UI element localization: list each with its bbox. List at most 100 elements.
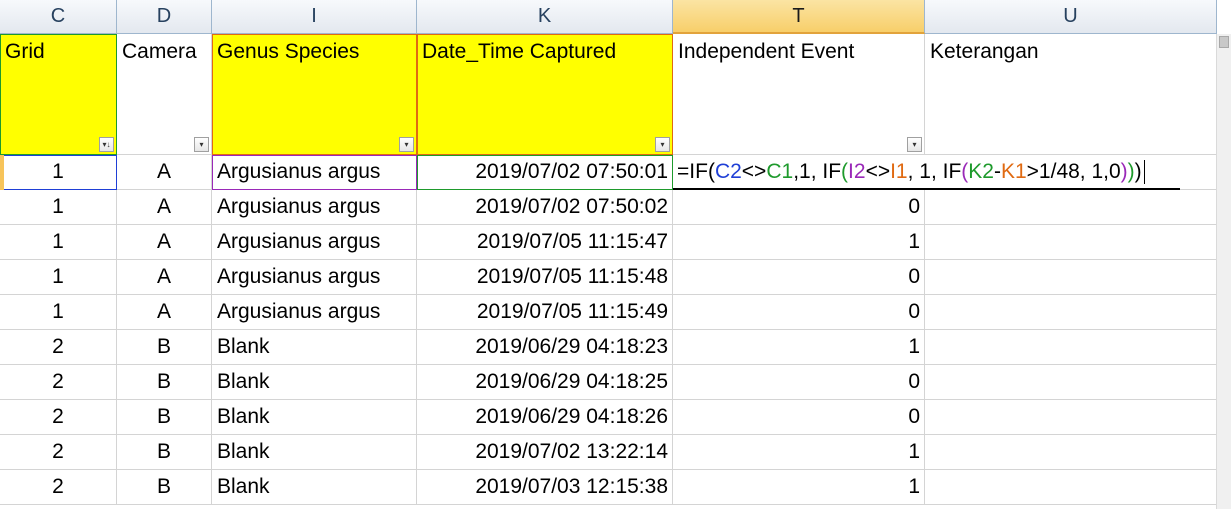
cell-camera[interactable]: A (117, 190, 212, 225)
header-label: Grid (5, 40, 45, 63)
cell-datetime[interactable]: 2019/07/05 11:15:47 (417, 225, 673, 260)
cell-note[interactable] (925, 225, 1217, 260)
formula-token: I2 (848, 159, 866, 183)
active-row-indicator (0, 155, 4, 190)
cell-datetime[interactable]: 2019/07/02 13:22:14 (417, 435, 673, 470)
cell-camera[interactable]: B (117, 330, 212, 365)
formula-token: K2 (968, 159, 994, 183)
formula-token: ,1, IF (793, 159, 842, 183)
cell-grid[interactable]: 2 (0, 365, 117, 400)
cell-note[interactable] (925, 435, 1217, 470)
cell-event[interactable]: 1 (673, 435, 925, 470)
formula-token: ) (1120, 159, 1128, 183)
formula-token: I1 (890, 159, 908, 183)
cell-datetime[interactable]: 2019/07/02 07:50:02 (417, 190, 673, 225)
cell-camera[interactable]: B (117, 400, 212, 435)
header-cell-keterangan[interactable]: Keterangan (925, 34, 1217, 155)
formula-token: ) (1127, 159, 1135, 183)
cell-grid[interactable]: 2 (0, 470, 117, 505)
column-header-d[interactable]: D (117, 0, 212, 34)
dropdown-arrow-icon[interactable]: ▾ (907, 137, 922, 152)
cell-grid[interactable]: 1 (0, 295, 117, 330)
cell-species[interactable]: Argusianus argus (212, 155, 417, 190)
cell-datetime[interactable]: 2019/06/29 04:18:26 (417, 400, 673, 435)
cell-grid[interactable]: 1 (0, 225, 117, 260)
cell-note[interactable] (925, 400, 1217, 435)
column-header-i[interactable]: I (212, 0, 417, 34)
header-cell-independent-event[interactable]: Independent Event ▾ (673, 34, 925, 155)
cell-datetime[interactable]: 2019/07/05 11:15:48 (417, 260, 673, 295)
header-cell-date-time-captured[interactable]: Date_Time Captured ▾ (417, 34, 673, 155)
formula-token: C1 (766, 159, 794, 183)
scrollbar-thumb[interactable] (1219, 36, 1229, 48)
header-label: Independent Event (678, 40, 855, 63)
cell-species[interactable]: Argusianus argus (212, 190, 417, 225)
cell-camera[interactable]: B (117, 435, 212, 470)
vertical-scrollbar[interactable] (1216, 34, 1231, 509)
cell-event[interactable]: 0 (673, 260, 925, 295)
dropdown-arrow-icon[interactable]: ▾ (194, 137, 209, 152)
cell-species[interactable]: Argusianus argus (212, 225, 417, 260)
cell-species[interactable]: Argusianus argus (212, 295, 417, 330)
cell-event[interactable]: 0 (673, 400, 925, 435)
cell-species[interactable]: Blank (212, 400, 417, 435)
cell-note[interactable] (925, 330, 1217, 365)
cell-camera[interactable]: A (117, 260, 212, 295)
cell-datetime[interactable]: 2019/06/29 04:18:25 (417, 365, 673, 400)
formula-token: , 1, IF (907, 159, 962, 183)
formula-token: ) (1134, 159, 1142, 183)
column-header-u[interactable]: U (925, 0, 1217, 34)
cell-grid[interactable]: 1 (0, 190, 117, 225)
header-cell-genus-species[interactable]: Genus Species ▾ (212, 34, 417, 155)
column-header-c[interactable]: C (0, 0, 117, 34)
cell-camera[interactable]: A (117, 155, 212, 190)
cell-event[interactable]: 0 (673, 190, 925, 225)
cell-grid[interactable]: 1 (0, 260, 117, 295)
cell-species[interactable]: Blank (212, 470, 417, 505)
cell-species[interactable]: Blank (212, 330, 417, 365)
cell-note[interactable] (925, 190, 1217, 225)
cell-camera[interactable]: B (117, 470, 212, 505)
cell-event[interactable]: 0 (673, 365, 925, 400)
cell-grid[interactable]: 2 (0, 435, 117, 470)
header-cell-camera[interactable]: Camera ▾ (117, 34, 212, 155)
dropdown-arrow-icon[interactable]: ▾ (399, 137, 414, 152)
cell-grid[interactable]: 2 (0, 400, 117, 435)
cell-datetime[interactable]: 2019/07/03 12:15:38 (417, 470, 673, 505)
column-header-t[interactable]: T (673, 0, 925, 34)
formula-token: <> (865, 159, 891, 183)
formula-token: >1/48, 1,0 (1026, 159, 1121, 183)
cell-datetime[interactable]: 2019/07/05 11:15:49 (417, 295, 673, 330)
cell-event[interactable]: 1 (673, 225, 925, 260)
formula-token: - (993, 159, 1001, 183)
cell-camera[interactable]: A (117, 295, 212, 330)
header-label: Date_Time Captured (422, 40, 617, 63)
cell-grid[interactable]: 2 (0, 330, 117, 365)
cell-datetime[interactable]: 2019/06/29 04:18:23 (417, 330, 673, 365)
cell-note[interactable] (925, 470, 1217, 505)
cell-species[interactable]: Blank (212, 435, 417, 470)
header-label: Camera (122, 40, 197, 63)
cell-event[interactable]: 1 (673, 470, 925, 505)
formula-edit-cell[interactable]: =IF(C2 <> C1,1, IF(I2 <> I1, 1, IF(K2- K1 >1/4… (673, 155, 1180, 190)
cell-species[interactable]: Blank (212, 365, 417, 400)
cell-datetime[interactable]: 2019/07/02 07:50:01 (417, 155, 673, 190)
cell-event[interactable]: 1 (673, 330, 925, 365)
cell-note[interactable] (925, 260, 1217, 295)
cell-note[interactable] (925, 295, 1217, 330)
cell-species[interactable]: Argusianus argus (212, 260, 417, 295)
cell-grid[interactable]: 1 (0, 155, 117, 190)
cell-camera[interactable]: B (117, 365, 212, 400)
dropdown-arrow-icon[interactable]: ▾ (655, 137, 670, 152)
cell-event[interactable]: 0 (673, 295, 925, 330)
formula-token: ( (707, 159, 715, 183)
header-cell-grid[interactable]: Grid ▾↓ (0, 34, 117, 155)
column-header-k[interactable]: K (417, 0, 673, 34)
text-cursor (1143, 159, 1145, 184)
cell-camera[interactable]: A (117, 225, 212, 260)
cell-note[interactable] (925, 365, 1217, 400)
filter-sorted-icon[interactable]: ▾↓ (99, 137, 114, 152)
formula-token: ( (961, 159, 969, 183)
